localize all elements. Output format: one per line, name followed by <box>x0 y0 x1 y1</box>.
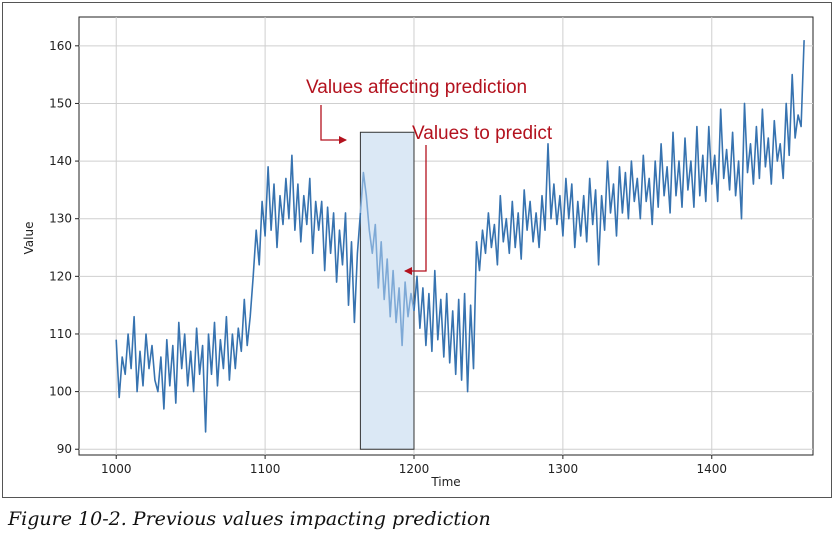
y-tick-label: 160 <box>49 39 72 53</box>
y-tick-label: 120 <box>49 269 72 283</box>
x-tick-label: 1300 <box>548 462 579 476</box>
series-line-after-window <box>413 40 805 393</box>
series-line-in-window <box>359 171 415 347</box>
annotation-arrow-affecting <box>320 105 347 144</box>
tick-labels: 1000 1100 1200 1300 1400 90 100 110 120 130 140 150… <box>49 39 727 476</box>
line-chart: 1000 1100 1200 1300 1400 90 100 110 120 130 140 150… <box>22 16 814 489</box>
x-tick-label: 1400 <box>696 462 727 476</box>
y-tick-label: 100 <box>49 385 72 399</box>
annotations: Values affecting prediction Values to pr… <box>306 77 553 275</box>
plot-area <box>78 16 814 456</box>
figure-caption: Figure 10-2. Previous values impacting p… <box>8 508 491 530</box>
grid-lines <box>79 17 813 455</box>
y-axis-title: Value <box>22 222 36 255</box>
annotation-values-to-predict: Values to predict <box>412 123 553 144</box>
figure-frame: 1000 1100 1200 1300 1400 90 100 110 120 130 140 150… <box>2 2 832 498</box>
annotation-arrow-predict <box>404 145 427 275</box>
annotation-values-affecting: Values affecting prediction <box>306 77 527 98</box>
y-tick-label: 110 <box>49 327 72 341</box>
x-tick-label: 1100 <box>250 462 281 476</box>
x-axis-title: Time <box>430 475 460 489</box>
series-lines <box>115 40 805 433</box>
series-line-before-window <box>115 154 362 433</box>
y-tick-label: 130 <box>49 212 72 226</box>
x-tick-label: 1000 <box>101 462 132 476</box>
x-tick-label: 1200 <box>399 462 430 476</box>
y-tick-label: 90 <box>57 442 72 456</box>
y-tick-label: 150 <box>49 96 72 110</box>
y-tick-label: 140 <box>49 154 72 168</box>
